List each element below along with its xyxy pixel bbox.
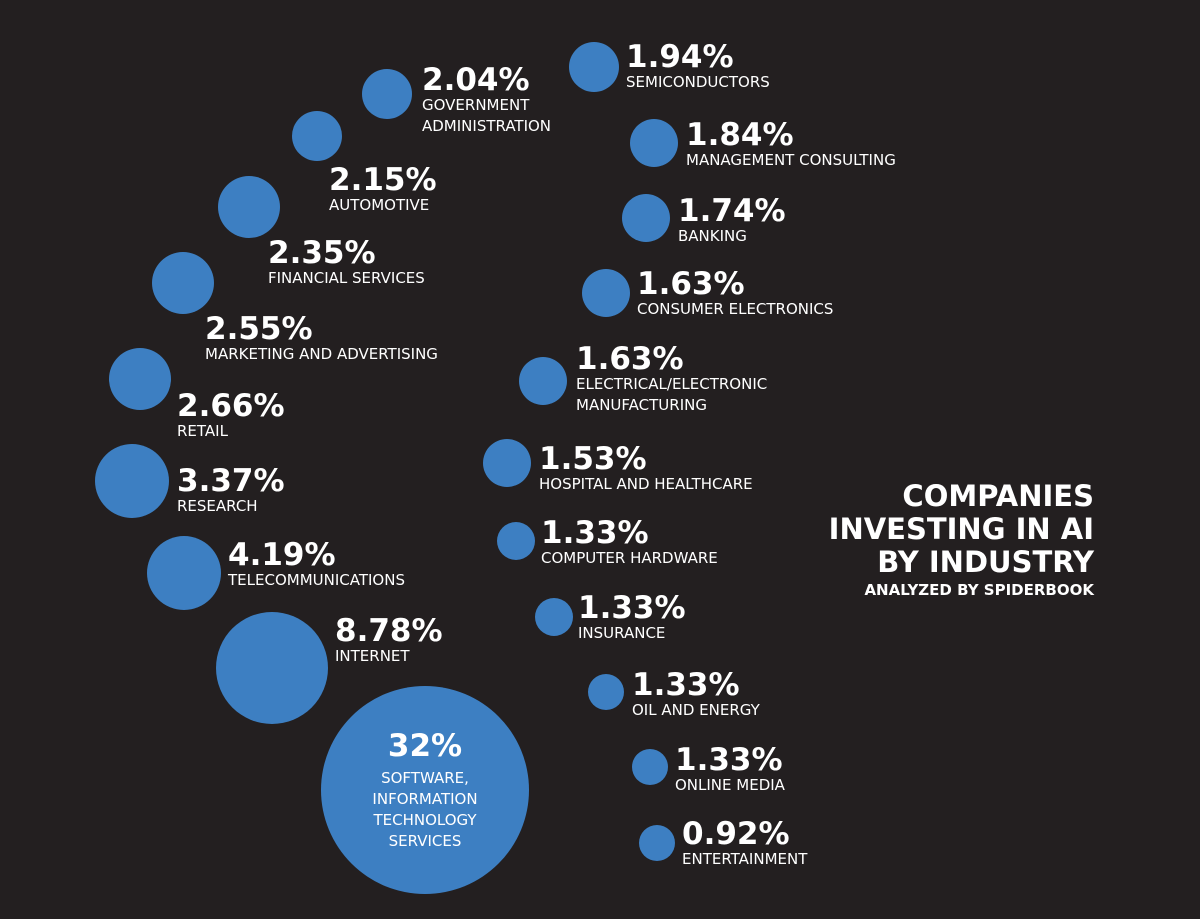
data-label-category: RETAIL <box>177 422 229 440</box>
bubble-group: 3.37%RESEARCH <box>95 444 285 518</box>
data-label-category: INFORMATION <box>372 790 477 808</box>
data-label-category: OIL AND ENERGY <box>632 701 761 719</box>
data-bubble <box>216 612 328 724</box>
data-label-category: COMPUTER HARDWARE <box>541 549 718 567</box>
data-label-category: ELECTRICAL/ELECTRONIC <box>576 375 767 393</box>
bubble-group: 1.84%MANAGEMENT CONSULTING <box>630 117 896 169</box>
bubble-group: 1.63%CONSUMER ELECTRONICS <box>582 266 833 318</box>
data-label-category: MARKETING AND ADVERTISING <box>205 345 438 363</box>
data-label-category: SEMICONDUCTORS <box>626 73 770 91</box>
data-label-value: 1.94% <box>626 39 734 75</box>
data-label-value: 2.04% <box>422 62 530 98</box>
data-label-value: 4.19% <box>228 537 336 573</box>
data-bubble <box>497 522 535 560</box>
data-label-value: 2.35% <box>268 235 376 271</box>
bubble-group: 1.33%COMPUTER HARDWARE <box>497 515 718 567</box>
data-bubble <box>483 439 531 487</box>
chart-title-block: COMPANIES INVESTING IN AI BY INDUSTRY AN… <box>674 480 1094 601</box>
data-label-value: 1.33% <box>675 742 783 778</box>
data-bubble <box>622 194 670 242</box>
data-label-value: 3.37% <box>177 463 285 499</box>
data-label-category: INTERNET <box>335 647 410 665</box>
data-label-category: ONLINE MEDIA <box>675 776 786 794</box>
data-bubble <box>630 119 678 167</box>
data-label-category: AUTOMOTIVE <box>329 196 429 214</box>
data-label-category: BANKING <box>678 227 747 245</box>
bubble-group: 1.94%SEMICONDUCTORS <box>569 39 770 92</box>
data-label-category: SOFTWARE, <box>381 769 469 787</box>
data-label-value: 1.63% <box>637 266 745 302</box>
chart-title-line-3: BY INDUSTRY <box>877 545 1094 579</box>
data-label-value: 1.63% <box>576 341 684 377</box>
data-bubble <box>218 176 280 238</box>
data-bubble <box>362 69 412 119</box>
data-bubble <box>519 357 567 405</box>
data-bubble <box>569 42 619 92</box>
data-label-value: 1.84% <box>686 117 794 153</box>
chart-title-line-2: INVESTING IN AI <box>828 512 1094 546</box>
bubble-group: 2.35%FINANCIAL SERVICES <box>218 176 425 287</box>
data-label-value: 32% <box>388 728 462 764</box>
data-label-value: 1.74% <box>678 193 786 229</box>
data-label-value: 1.33% <box>541 515 649 551</box>
bubble-group: 8.78%INTERNET <box>216 612 443 724</box>
data-label-category: RESEARCH <box>177 497 258 515</box>
data-label-category: MANAGEMENT CONSULTING <box>686 151 896 169</box>
bubble-group: 1.63%ELECTRICAL/ELECTRONIC MANUFACTURING <box>519 341 767 414</box>
data-bubble <box>321 686 529 894</box>
data-bubble <box>639 825 675 861</box>
data-label-category: SERVICES <box>389 832 462 850</box>
data-label-value: 1.33% <box>578 590 686 626</box>
chart-subtitle: ANALYZED BY SPIDERBOOK <box>864 581 1094 599</box>
data-label-value: 8.78% <box>335 613 443 649</box>
data-bubble <box>292 111 342 161</box>
data-label-category: ENTERTAINMENT <box>682 850 808 868</box>
bubble-group: 32% SOFTWARE, INFORMATION TECHNOLOGY SERVICE… <box>321 686 529 894</box>
data-label-value: 2.55% <box>205 311 313 347</box>
data-label-category: GOVERNMENT <box>422 96 530 114</box>
data-label-value: 1.53% <box>539 441 647 477</box>
chart-title-line-1: COMPANIES <box>902 479 1094 513</box>
data-label-value: 0.92% <box>682 816 790 852</box>
bubble-group: 2.66%RETAIL <box>109 348 285 440</box>
data-label-category: ADMINISTRATION <box>422 117 551 135</box>
bubble-group: 2.55%MARKETING AND ADVERTISING <box>152 252 438 363</box>
data-bubble <box>588 674 624 710</box>
bubble-group: 1.33%ONLINE MEDIA <box>632 742 786 794</box>
data-bubble <box>109 348 171 410</box>
data-bubble <box>147 536 221 610</box>
data-label-value: 2.15% <box>329 162 437 198</box>
data-label-value: 1.33% <box>632 667 740 703</box>
bubble-group: 0.92%ENTERTAINMENT <box>639 816 808 868</box>
data-label-value: 2.66% <box>177 388 285 424</box>
data-label-category: CONSUMER ELECTRONICS <box>637 300 833 318</box>
bubble-group: 1.74%BANKING <box>622 193 786 245</box>
bubble-group: 2.04%GOVERNMENT ADMINISTRATION <box>362 62 551 135</box>
bubble-group: 1.33%INSURANCE <box>535 590 686 642</box>
data-bubble <box>632 749 668 785</box>
data-bubble <box>152 252 214 314</box>
data-bubble <box>582 269 630 317</box>
bubble-group: 1.33%OIL AND ENERGY <box>588 667 761 719</box>
bubble-group: 1.53%HOSPITAL AND HEALTHCARE <box>483 439 753 493</box>
data-label-category: INSURANCE <box>578 624 665 642</box>
data-bubble <box>535 598 573 636</box>
data-label-category: MANUFACTURING <box>576 396 707 414</box>
data-label-category: TECHNOLOGY <box>372 811 477 829</box>
bubble-group: 2.15%AUTOMOTIVE <box>292 111 437 214</box>
data-label-category: FINANCIAL SERVICES <box>268 269 425 287</box>
bubble-group: 4.19%TELECOMMUNICATIONS <box>147 536 405 610</box>
data-label-category: HOSPITAL AND HEALTHCARE <box>539 475 753 493</box>
data-label-category: TELECOMMUNICATIONS <box>227 571 405 589</box>
data-bubble <box>95 444 169 518</box>
